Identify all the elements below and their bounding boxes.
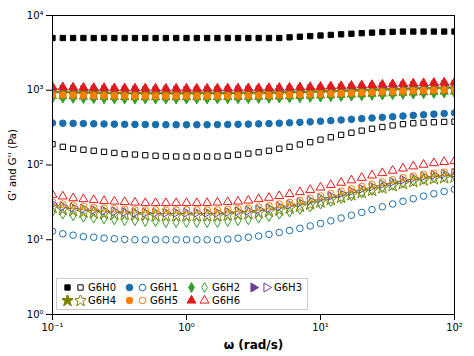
svg-text:G' and G'' (Pa): G' and G'' (Pa) [7, 129, 18, 201]
html-text:G6H2: G6H2 [212, 282, 240, 293]
svg-text:10⁰: 10⁰ [178, 322, 195, 333]
html-text:G6H4: G6H4 [88, 295, 116, 306]
svg-text:10⁴: 10⁴ [27, 10, 44, 21]
html-text:G6H1: G6H1 [150, 282, 178, 293]
svg-text:ω (rad/s): ω (rad/s) [224, 338, 284, 352]
svg-text:10²: 10² [27, 159, 44, 170]
svg-text:10⁻¹: 10⁻¹ [41, 322, 63, 333]
html-text:G6H5: G6H5 [150, 295, 178, 306]
svg-text:10¹: 10¹ [27, 234, 44, 245]
svg-text:10³: 10³ [27, 84, 44, 95]
svg-text:10¹: 10¹ [312, 322, 329, 333]
svg-text:10²: 10² [446, 322, 463, 333]
html-text:G6H6: G6H6 [212, 295, 240, 306]
html-text:G6H0: G6H0 [88, 282, 116, 293]
svg-text:10⁰: 10⁰ [27, 309, 44, 320]
html-text:G6H3: G6H3 [274, 282, 302, 293]
